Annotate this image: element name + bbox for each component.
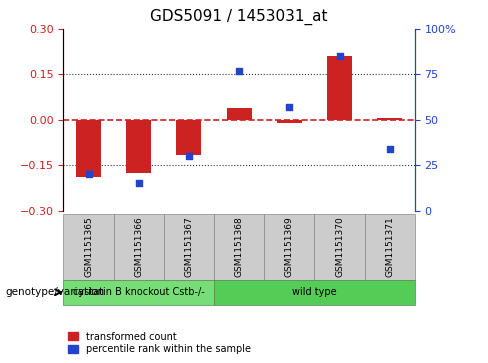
Point: [84, 171, 92, 177]
Point: [336, 53, 344, 59]
Text: GSM1151371: GSM1151371: [385, 216, 394, 277]
Bar: [277, 120, 302, 123]
Text: GSM1151366: GSM1151366: [134, 216, 143, 277]
Text: cystatin B knockout Cstb-/-: cystatin B knockout Cstb-/-: [73, 287, 204, 297]
Text: wild type: wild type: [292, 287, 337, 297]
FancyBboxPatch shape: [214, 280, 415, 305]
Text: GSM1151369: GSM1151369: [285, 216, 294, 277]
Point: [235, 68, 243, 74]
Title: GDS5091 / 1453031_at: GDS5091 / 1453031_at: [150, 9, 328, 25]
FancyBboxPatch shape: [164, 214, 214, 280]
Text: GSM1151368: GSM1151368: [235, 216, 244, 277]
Legend: transformed count, percentile rank within the sample: transformed count, percentile rank withi…: [68, 331, 251, 355]
Text: genotype/variation: genotype/variation: [5, 287, 104, 297]
FancyBboxPatch shape: [114, 214, 164, 280]
FancyBboxPatch shape: [365, 214, 415, 280]
Bar: [226, 108, 252, 120]
FancyBboxPatch shape: [63, 280, 214, 305]
Bar: [176, 120, 202, 155]
FancyBboxPatch shape: [314, 214, 365, 280]
Bar: [126, 120, 151, 173]
FancyBboxPatch shape: [264, 214, 314, 280]
Text: GSM1151367: GSM1151367: [184, 216, 193, 277]
Point: [386, 146, 394, 152]
Point: [185, 153, 193, 159]
FancyBboxPatch shape: [214, 214, 264, 280]
FancyBboxPatch shape: [63, 214, 114, 280]
Bar: [76, 120, 101, 177]
Point: [135, 180, 142, 186]
Text: GSM1151365: GSM1151365: [84, 216, 93, 277]
Bar: [377, 118, 402, 120]
Point: [285, 104, 293, 110]
Bar: [327, 56, 352, 120]
Text: GSM1151370: GSM1151370: [335, 216, 344, 277]
